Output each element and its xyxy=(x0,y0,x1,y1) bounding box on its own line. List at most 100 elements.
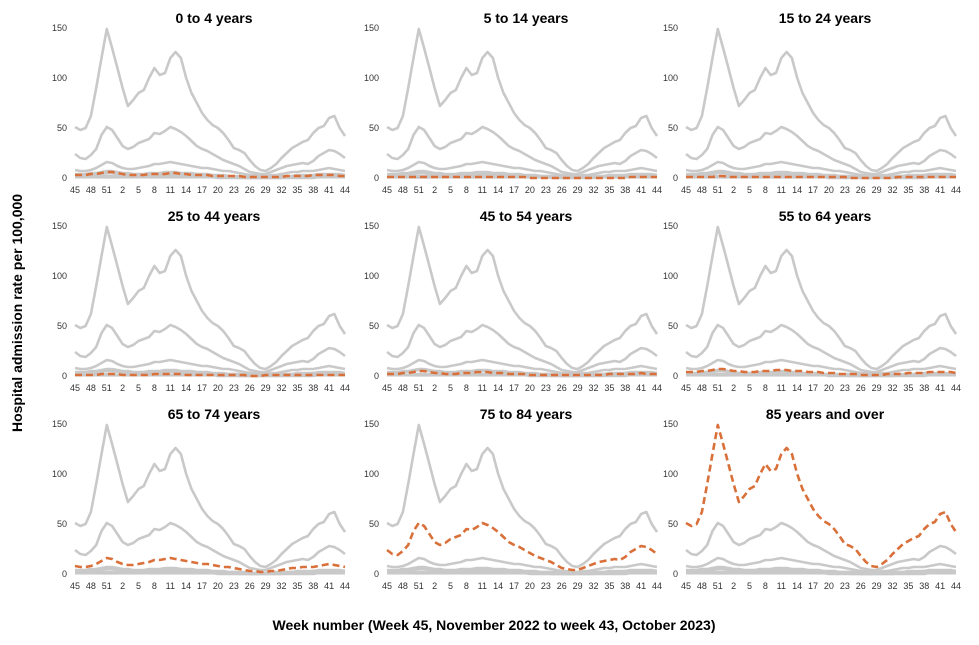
x-tick-label: 41 xyxy=(324,185,334,195)
x-tick-label: 20 xyxy=(824,383,834,393)
x-tick-label: 17 xyxy=(509,581,519,591)
x-tick-label: 45 xyxy=(382,581,392,591)
x-tick-label: 8 xyxy=(763,581,768,591)
y-tick-label: 100 xyxy=(663,73,678,83)
x-tick-label: 45 xyxy=(382,383,392,393)
panel-2: 5 to 14 years 0 50 100 150 45 48 51 2 5 8 11 14 17 20 2… xyxy=(364,10,662,195)
x-tick-label: 2 xyxy=(120,185,125,195)
panel-title: 15 to 24 years xyxy=(779,10,872,26)
series-line-background xyxy=(386,27,659,173)
panel-1: 0 to 4 years 0 50 100 150 45 48 51 2 5 8 11 14 17 20 23… xyxy=(52,10,350,195)
x-tick-label: 20 xyxy=(824,185,834,195)
x-tick-label: 45 xyxy=(70,383,80,393)
y-tick-label: 100 xyxy=(364,73,379,83)
series-line-highlight xyxy=(387,369,657,377)
x-tick-label: 26 xyxy=(245,185,255,195)
x-tick-label: 8 xyxy=(763,383,768,393)
series-line-highlight xyxy=(75,372,345,378)
series-line-background xyxy=(74,27,347,173)
x-tick-label: 48 xyxy=(398,581,408,591)
y-tick-label: 100 xyxy=(364,271,379,281)
x-tick-label: 11 xyxy=(478,185,487,195)
y-tick-label: 150 xyxy=(663,221,678,231)
x-tick-label: 32 xyxy=(887,185,897,195)
x-tick-label: 5 xyxy=(747,383,752,393)
x-tick-label: 32 xyxy=(588,581,598,591)
x-tick-label: 41 xyxy=(935,383,945,393)
x-tick-label: 44 xyxy=(340,185,350,195)
x-tick-label: 14 xyxy=(493,383,503,393)
panel-6: 55 to 64 years 0 50 100 150 45 48 51 2 5 8 11 14 17 20… xyxy=(663,208,961,393)
series-line-background xyxy=(74,323,346,374)
x-tick-label: 48 xyxy=(86,185,96,195)
panel-7: 65 to 74 years 0 50 100 150 45 48 51 2 5 8 11 14 17 20… xyxy=(52,406,350,591)
panel-3: 15 to 24 years 0 50 100 150 45 48 51 2 5 8 11 14 17 20… xyxy=(663,10,961,195)
x-tick-label: 2 xyxy=(432,185,437,195)
x-tick-label: 23 xyxy=(229,581,239,591)
x-tick-label: 35 xyxy=(604,383,614,393)
series-line-background xyxy=(685,27,958,173)
panel-8: 75 to 84 years 0 50 100 150 45 48 51 2 5 8 11 14 17 20… xyxy=(364,406,662,591)
x-tick-label: 20 xyxy=(525,581,535,591)
x-tick-label: 45 xyxy=(681,383,691,393)
x-tick-label: 2 xyxy=(432,383,437,393)
x-tick-label: 48 xyxy=(697,383,707,393)
y-tick-label: 100 xyxy=(52,271,67,281)
x-tick-label: 35 xyxy=(604,581,614,591)
x-tick-label: 35 xyxy=(292,581,302,591)
x-tick-label: 45 xyxy=(70,185,80,195)
x-tick-label: 26 xyxy=(245,383,255,393)
series-line-background xyxy=(74,125,346,176)
series-line-background xyxy=(685,125,957,176)
x-tick-label: 35 xyxy=(292,383,302,393)
panel-4: 25 to 44 years 0 50 100 150 45 48 51 2 5 8 11 14 17 20… xyxy=(52,208,350,393)
x-tick-label: 14 xyxy=(181,581,191,591)
x-tick-label: 23 xyxy=(840,185,850,195)
y-tick-label: 0 xyxy=(62,371,67,381)
x-tick-label: 38 xyxy=(919,383,929,393)
x-tick-label: 48 xyxy=(398,185,408,195)
x-tick-label: 11 xyxy=(166,383,175,393)
x-tick-label: 23 xyxy=(840,383,850,393)
x-tick-label: 32 xyxy=(887,581,897,591)
y-tick-label: 100 xyxy=(663,469,678,479)
x-tick-label: 11 xyxy=(478,581,487,591)
x-tick-label: 8 xyxy=(464,383,469,393)
x-tick-label: 11 xyxy=(166,581,175,591)
x-tick-label: 14 xyxy=(493,185,503,195)
x-tick-label: 14 xyxy=(181,185,191,195)
x-tick-label: 26 xyxy=(856,581,866,591)
x-tick-label: 32 xyxy=(276,383,286,393)
x-tick-label: 17 xyxy=(509,383,519,393)
x-tick-label: 51 xyxy=(414,383,424,393)
y-tick-label: 0 xyxy=(374,371,379,381)
x-tick-label: 5 xyxy=(136,581,141,591)
series-line-background xyxy=(686,169,957,179)
y-tick-label: 0 xyxy=(673,569,678,579)
y-tick-label: 150 xyxy=(364,221,379,231)
x-tick-label: 26 xyxy=(856,185,866,195)
x-tick-label: 11 xyxy=(166,185,175,195)
x-tick-label: 32 xyxy=(588,185,598,195)
y-tick-label: 150 xyxy=(52,23,67,33)
y-tick-label: 150 xyxy=(663,23,678,33)
y-axis-title: Hospital admission rate per 100,000 xyxy=(9,194,25,432)
x-tick-label: 20 xyxy=(525,185,535,195)
x-tick-label: 38 xyxy=(620,185,630,195)
x-tick-label: 17 xyxy=(197,581,207,591)
series-line-highlight xyxy=(387,175,657,180)
x-tick-label: 17 xyxy=(197,185,207,195)
x-tick-label: 23 xyxy=(541,383,551,393)
y-tick-label: 150 xyxy=(663,419,678,429)
x-tick-label: 8 xyxy=(464,581,469,591)
x-tick-label: 11 xyxy=(777,581,786,591)
x-tick-label: 20 xyxy=(213,383,223,393)
x-tick-label: 2 xyxy=(731,185,736,195)
x-tick-label: 41 xyxy=(636,383,646,393)
series-line-background xyxy=(685,556,957,574)
y-tick-label: 0 xyxy=(62,173,67,183)
panel-title: 25 to 44 years xyxy=(168,208,261,224)
y-tick-label: 50 xyxy=(57,519,67,529)
series-line-highlight xyxy=(685,423,958,569)
